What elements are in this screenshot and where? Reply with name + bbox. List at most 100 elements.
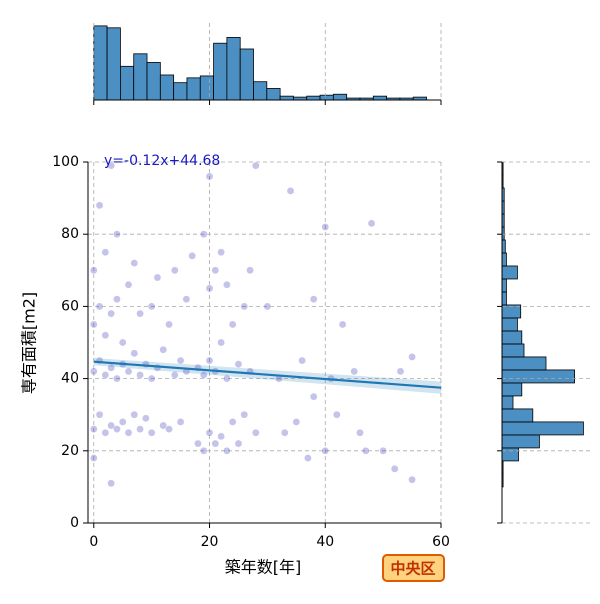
point [390,465,399,473]
annotation: y=-0.12x+44.68 [104,153,220,169]
histogram-bar [501,330,523,345]
x-axis-label: 築年数[年] [225,558,302,577]
point [107,161,115,170]
y-tick-label: 0 [70,515,79,531]
point [89,425,98,433]
histogram-bar [159,74,175,101]
point [147,374,156,383]
point [246,266,254,275]
point [309,392,318,401]
histogram-bar [501,395,514,410]
point [101,331,110,340]
point [118,418,127,426]
y-tick-label: 20 [61,443,79,459]
point [118,338,127,347]
point [153,273,162,282]
y-axis-label: 専有面積[m2] [20,292,39,394]
point [309,295,318,303]
point [188,252,196,260]
histogram-bar [199,75,214,101]
histogram-bar [372,95,388,101]
confidence-band [93,358,441,394]
point [211,439,220,448]
histogram-bar [501,304,522,319]
histogram-bar [239,48,254,101]
point [350,367,358,376]
histogram-bar [501,278,507,293]
histogram-bar [106,27,121,101]
point [286,187,295,195]
point [89,266,98,275]
histogram-bar [306,95,321,101]
point [147,302,156,311]
point [199,230,208,238]
point [408,475,416,484]
point [217,338,225,347]
point [113,425,121,433]
histogram-bar [93,25,108,101]
histogram-bar [173,82,188,101]
point [130,349,139,358]
histogram-bar [253,81,268,101]
point [194,439,202,448]
point [321,223,330,231]
point [101,248,110,257]
point [159,421,168,430]
point [159,345,168,354]
histogram-bar [501,291,507,306]
histogram-bar [266,88,281,101]
point [211,266,220,275]
x-tick-label: 60 [432,534,450,550]
y-tick-label: 80 [61,226,79,242]
point [205,172,214,181]
histogram-bar [501,382,523,397]
fit-line [93,360,442,389]
point [217,248,225,257]
histogram-bar [332,93,348,101]
x-tick-label: 20 [201,534,219,550]
point [147,428,156,437]
histogram-bar [501,447,519,462]
point [113,374,121,383]
point [182,295,191,303]
histogram-bar [501,421,584,436]
point [124,367,133,376]
point [142,414,150,423]
point [199,371,208,379]
point [176,356,185,365]
point [234,360,243,368]
point [217,432,225,441]
histogram-bar [146,62,161,101]
point [124,428,133,437]
point [240,302,249,311]
point [107,479,115,488]
point [321,446,330,455]
point [171,266,179,275]
histogram-bar [501,356,547,371]
point [136,425,144,433]
histogram-bar [186,77,201,101]
point [379,446,387,455]
histogram-bar [133,53,148,101]
point [101,371,110,379]
point [396,367,405,376]
point [95,201,104,210]
histogram-bar [501,434,540,449]
point [107,363,115,372]
y-tick-label: 60 [61,298,79,314]
point [113,295,121,303]
point [240,410,249,419]
point [199,446,208,455]
point [95,410,104,419]
y-tick-label: 40 [61,371,79,387]
point [101,428,110,437]
point [171,371,179,379]
badge-box [382,554,445,582]
histogram-bar [319,94,334,101]
histogram-bar [279,95,294,101]
histogram-bar [501,369,575,384]
point [205,356,214,365]
histogram-bar [213,42,228,101]
point [298,356,306,365]
point [165,425,173,433]
